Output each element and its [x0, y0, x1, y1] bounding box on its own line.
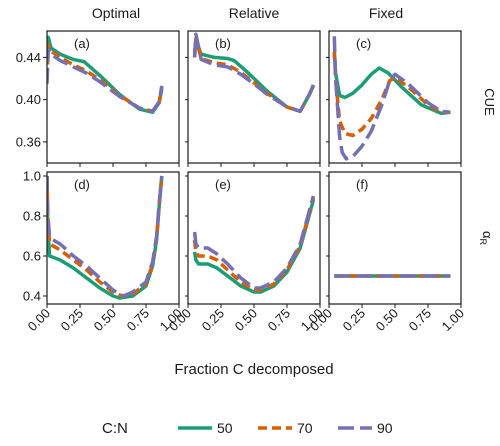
series-line-90	[332, 36, 451, 161]
y-tick-label: 0.40	[16, 92, 41, 107]
panel-label: (e)	[215, 177, 231, 192]
row-strips: CUE αR	[478, 88, 497, 245]
panel-label: (a)	[74, 36, 90, 51]
x-tick-label: 0.00	[25, 306, 54, 335]
legend-label-90: 90	[377, 420, 393, 436]
panel-label: (d)	[74, 177, 90, 192]
y-tick-label: 0.36	[16, 134, 41, 149]
x-tick-label: 0.25	[340, 306, 369, 335]
column-header-fixed: Fixed	[369, 5, 403, 21]
y-tick-label: 0.8	[23, 209, 41, 224]
panel-a-series	[47, 35, 164, 115]
row-label-alpha: α	[480, 231, 495, 239]
x-tick-label: 0.75	[124, 306, 153, 335]
panel-a: (a) 0.36 0.40 0.44	[16, 30, 180, 167]
y-tick-label: 0.4	[23, 289, 41, 304]
panel-label: (b)	[215, 36, 231, 51]
series-line-90	[47, 47, 164, 114]
panel-e: (e)0.00 0.25 0.50 0.75 1.00	[166, 171, 326, 335]
panel-e-series	[192, 195, 316, 294]
y-tick-label: 0.6	[23, 249, 41, 264]
x-axis-title: Fraction C decomposed	[174, 361, 333, 378]
series-line-70	[47, 175, 164, 298]
row-label-alpha-r: αR	[478, 231, 495, 246]
column-header-optimal: Optimal	[92, 5, 140, 21]
panel-label: (c)	[356, 36, 371, 51]
series-line-90	[192, 195, 316, 290]
legend-item-70: 70	[258, 420, 313, 436]
y-tick-label: 1.0	[23, 169, 41, 184]
series-line-50	[47, 175, 164, 300]
row-label-cue: CUE	[482, 88, 497, 116]
series-line-90	[47, 175, 164, 298]
x-tick-label: 0.75	[406, 306, 435, 335]
panel-f: (f)0.00 0.25 0.50 0.75 1.00	[307, 171, 468, 335]
series-line-70	[192, 36, 316, 114]
legend-label-70: 70	[297, 420, 313, 436]
series-line-50	[332, 51, 451, 116]
panel-b: (b)	[185, 30, 321, 167]
panel-b-series	[192, 32, 316, 114]
panel-label: (f)	[356, 177, 368, 192]
legend-title: C:N	[102, 420, 128, 437]
x-tick-label: 0.50	[232, 306, 261, 335]
panel-border	[328, 171, 462, 305]
panels: (a) 0.36 0.40 0.44 (b) (c) (d) 0.4 0.6 0.8 1.0 0.00…	[16, 30, 468, 335]
x-tick-label: 0.75	[265, 306, 294, 335]
x-tick-label: 0.50	[373, 306, 402, 335]
row-label-alpha-subscript: R	[478, 239, 488, 246]
panel-c: (c)	[326, 30, 462, 167]
legend-label-50: 50	[217, 420, 233, 436]
panel-d: (d)0.40.60.81.00.00 0.25 0.50 0.75 1.00	[23, 169, 185, 335]
legend-item-90: 90	[338, 420, 393, 436]
panel-d-series	[47, 175, 164, 300]
column-header-relative: Relative	[229, 5, 280, 21]
series-line-50	[192, 199, 316, 294]
panel-border	[187, 30, 321, 164]
series-line-50	[47, 35, 164, 115]
x-tick-label: 1.00	[439, 306, 468, 335]
legend: C:N 50 70 90	[102, 420, 393, 437]
x-tick-label: 0.25	[199, 306, 228, 335]
x-tick-label: 0.25	[58, 306, 87, 335]
legend-item-50: 50	[178, 420, 233, 436]
y-tick-label: 0.44	[16, 50, 41, 65]
series-line-90	[192, 32, 316, 114]
column-headers: Optimal Relative Fixed	[92, 5, 403, 21]
series-line-50	[192, 38, 315, 114]
series-line-70	[192, 197, 316, 292]
x-tick-label: 0.50	[91, 306, 120, 335]
panel-c-series	[332, 36, 451, 161]
